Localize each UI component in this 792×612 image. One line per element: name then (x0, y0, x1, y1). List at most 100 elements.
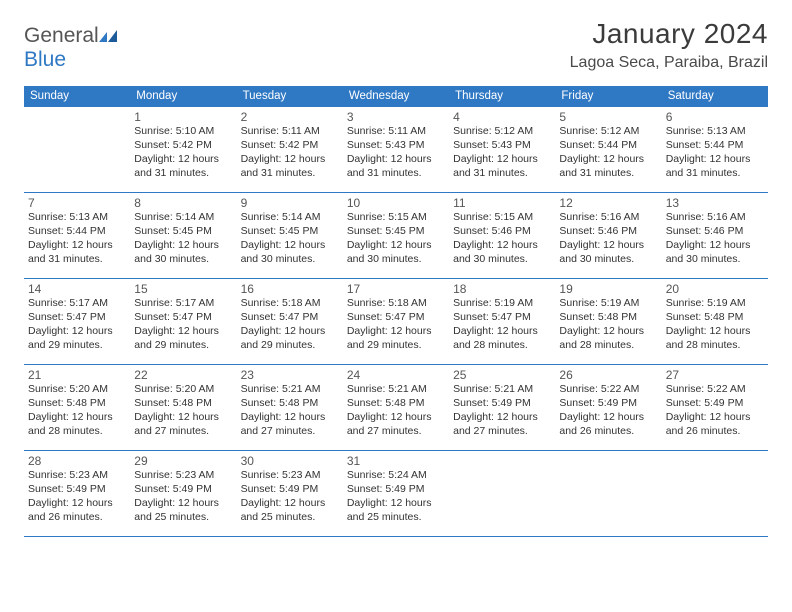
sunrise-line: Sunrise: 5:23 AM (134, 469, 232, 483)
sunrise-line: Sunrise: 5:24 AM (347, 469, 445, 483)
day-number: 9 (241, 196, 339, 210)
daylight-line: Daylight: 12 hours and 30 minutes. (559, 239, 657, 267)
dayhead-fri: Friday (555, 86, 661, 107)
day-number: 27 (666, 368, 764, 382)
sunrise-line: Sunrise: 5:21 AM (453, 383, 551, 397)
day-cell: 3Sunrise: 5:11 AMSunset: 5:43 PMDaylight… (343, 107, 449, 193)
daylight-line: Daylight: 12 hours and 28 minutes. (666, 325, 764, 353)
day-cell: 18Sunrise: 5:19 AMSunset: 5:47 PMDayligh… (449, 279, 555, 365)
sunrise-line: Sunrise: 5:15 AM (453, 211, 551, 225)
day-number: 11 (453, 196, 551, 210)
daylight-line: Daylight: 12 hours and 25 minutes. (134, 497, 232, 525)
daylight-line: Daylight: 12 hours and 28 minutes. (453, 325, 551, 353)
day-cell: 17Sunrise: 5:18 AMSunset: 5:47 PMDayligh… (343, 279, 449, 365)
day-cell: 5Sunrise: 5:12 AMSunset: 5:44 PMDaylight… (555, 107, 661, 193)
sunrise-line: Sunrise: 5:16 AM (666, 211, 764, 225)
day-number: 25 (453, 368, 551, 382)
day-cell: 29Sunrise: 5:23 AMSunset: 5:49 PMDayligh… (130, 451, 236, 537)
sunrise-line: Sunrise: 5:17 AM (134, 297, 232, 311)
day-cell: 10Sunrise: 5:15 AMSunset: 5:45 PMDayligh… (343, 193, 449, 279)
day-number: 15 (134, 282, 232, 296)
sunrise-line: Sunrise: 5:17 AM (28, 297, 126, 311)
day-cell: 21Sunrise: 5:20 AMSunset: 5:48 PMDayligh… (24, 365, 130, 451)
day-cell (24, 107, 130, 193)
sunset-line: Sunset: 5:45 PM (134, 225, 232, 239)
day-cell: 19Sunrise: 5:19 AMSunset: 5:48 PMDayligh… (555, 279, 661, 365)
sunrise-line: Sunrise: 5:19 AM (559, 297, 657, 311)
sunset-line: Sunset: 5:48 PM (559, 311, 657, 325)
sunrise-line: Sunrise: 5:11 AM (347, 125, 445, 139)
sunset-line: Sunset: 5:47 PM (28, 311, 126, 325)
sunrise-line: Sunrise: 5:12 AM (453, 125, 551, 139)
daylight-line: Daylight: 12 hours and 30 minutes. (241, 239, 339, 267)
day-number: 30 (241, 454, 339, 468)
daylight-line: Daylight: 12 hours and 31 minutes. (453, 153, 551, 181)
day-number: 10 (347, 196, 445, 210)
day-cell: 4Sunrise: 5:12 AMSunset: 5:43 PMDaylight… (449, 107, 555, 193)
day-cell: 27Sunrise: 5:22 AMSunset: 5:49 PMDayligh… (662, 365, 768, 451)
sunset-line: Sunset: 5:44 PM (559, 139, 657, 153)
daylight-line: Daylight: 12 hours and 31 minutes. (666, 153, 764, 181)
daylight-line: Daylight: 12 hours and 26 minutes. (28, 497, 126, 525)
day-number: 19 (559, 282, 657, 296)
flag-icon (99, 24, 119, 38)
day-number: 26 (559, 368, 657, 382)
sunset-line: Sunset: 5:47 PM (241, 311, 339, 325)
day-cell: 11Sunrise: 5:15 AMSunset: 5:46 PMDayligh… (449, 193, 555, 279)
day-cell: 14Sunrise: 5:17 AMSunset: 5:47 PMDayligh… (24, 279, 130, 365)
daylight-line: Daylight: 12 hours and 27 minutes. (134, 411, 232, 439)
sunset-line: Sunset: 5:49 PM (28, 483, 126, 497)
sunrise-line: Sunrise: 5:22 AM (559, 383, 657, 397)
day-number: 31 (347, 454, 445, 468)
day-number: 24 (347, 368, 445, 382)
day-cell: 12Sunrise: 5:16 AMSunset: 5:46 PMDayligh… (555, 193, 661, 279)
sunset-line: Sunset: 5:49 PM (241, 483, 339, 497)
day-cell: 24Sunrise: 5:21 AMSunset: 5:48 PMDayligh… (343, 365, 449, 451)
sunrise-line: Sunrise: 5:15 AM (347, 211, 445, 225)
title-block: January 2024 Lagoa Seca, Paraiba, Brazil (570, 18, 768, 72)
day-cell: 2Sunrise: 5:11 AMSunset: 5:42 PMDaylight… (237, 107, 343, 193)
day-cell: 7Sunrise: 5:13 AMSunset: 5:44 PMDaylight… (24, 193, 130, 279)
sunrise-line: Sunrise: 5:20 AM (134, 383, 232, 397)
sunrise-line: Sunrise: 5:22 AM (666, 383, 764, 397)
sunrise-line: Sunrise: 5:23 AM (241, 469, 339, 483)
daylight-line: Daylight: 12 hours and 26 minutes. (559, 411, 657, 439)
sunset-line: Sunset: 5:47 PM (134, 311, 232, 325)
sunrise-line: Sunrise: 5:13 AM (666, 125, 764, 139)
day-number: 7 (28, 196, 126, 210)
day-number: 2 (241, 110, 339, 124)
week-row: 21Sunrise: 5:20 AMSunset: 5:48 PMDayligh… (24, 365, 768, 451)
dayhead-thu: Thursday (449, 86, 555, 107)
dayhead-sun: Sunday (24, 86, 130, 107)
day-cell (555, 451, 661, 537)
sunset-line: Sunset: 5:49 PM (559, 397, 657, 411)
dayhead-mon: Monday (130, 86, 236, 107)
sunrise-line: Sunrise: 5:19 AM (453, 297, 551, 311)
day-cell: 22Sunrise: 5:20 AMSunset: 5:48 PMDayligh… (130, 365, 236, 451)
sunrise-line: Sunrise: 5:12 AM (559, 125, 657, 139)
day-number: 6 (666, 110, 764, 124)
sunset-line: Sunset: 5:42 PM (241, 139, 339, 153)
daylight-line: Daylight: 12 hours and 31 minutes. (134, 153, 232, 181)
sunset-line: Sunset: 5:47 PM (453, 311, 551, 325)
sunrise-line: Sunrise: 5:10 AM (134, 125, 232, 139)
day-cell: 1Sunrise: 5:10 AMSunset: 5:42 PMDaylight… (130, 107, 236, 193)
day-cell: 13Sunrise: 5:16 AMSunset: 5:46 PMDayligh… (662, 193, 768, 279)
sunrise-line: Sunrise: 5:20 AM (28, 383, 126, 397)
sunset-line: Sunset: 5:49 PM (453, 397, 551, 411)
sunrise-line: Sunrise: 5:14 AM (134, 211, 232, 225)
daylight-line: Daylight: 12 hours and 31 minutes. (241, 153, 339, 181)
daylight-line: Daylight: 12 hours and 28 minutes. (28, 411, 126, 439)
sunrise-line: Sunrise: 5:13 AM (28, 211, 126, 225)
day-number: 8 (134, 196, 232, 210)
day-number: 20 (666, 282, 764, 296)
day-cell: 20Sunrise: 5:19 AMSunset: 5:48 PMDayligh… (662, 279, 768, 365)
header: GeneralBlue January 2024 Lagoa Seca, Par… (24, 18, 768, 72)
sunrise-line: Sunrise: 5:21 AM (241, 383, 339, 397)
day-cell: 25Sunrise: 5:21 AMSunset: 5:49 PMDayligh… (449, 365, 555, 451)
brand-name-1: General (24, 24, 99, 47)
day-cell (662, 451, 768, 537)
sunset-line: Sunset: 5:42 PM (134, 139, 232, 153)
day-number: 12 (559, 196, 657, 210)
daylight-line: Daylight: 12 hours and 29 minutes. (241, 325, 339, 353)
